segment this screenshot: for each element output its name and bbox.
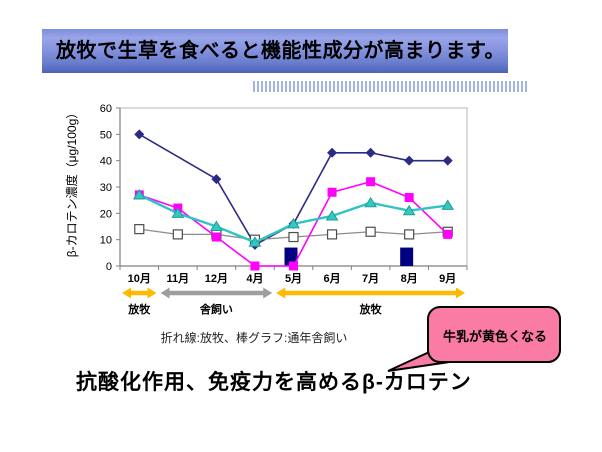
y-tick-label: 40: [100, 156, 112, 168]
title-banner: 放牧で生草を食べると機能性成分が高まります。: [42, 29, 508, 73]
marker-open-square: [172, 229, 183, 240]
marker-square: [289, 261, 298, 271]
marker-square: [211, 232, 221, 242]
marker-triangle: [171, 207, 185, 218]
chart-caption: 折れ線:放牧、棒グラフ:通年舎飼い: [160, 331, 348, 345]
marker-open-square: [288, 231, 299, 243]
x-category-label: 11月: [167, 272, 190, 285]
y-tick-label: 30: [100, 182, 112, 194]
marker-diamond: [365, 147, 376, 158]
period-arrow: [122, 287, 157, 299]
period-label: 放牧: [359, 302, 383, 316]
x-category-label: 12月: [205, 272, 228, 285]
period-label: 放牧: [127, 302, 151, 316]
period-arrow: [160, 287, 273, 299]
x-category-label: 9月: [439, 272, 456, 285]
callout-text: 牛乳が黄色くなる: [442, 329, 547, 344]
marker-triangle: [287, 217, 300, 229]
marker-triangle: [325, 210, 339, 221]
x-category-label: 4月: [246, 272, 263, 285]
marker-open-square: [365, 226, 376, 237]
marker-diamond: [327, 147, 338, 158]
y-tick-label: 10: [100, 235, 112, 247]
marker-triangle: [248, 236, 262, 247]
marker-square: [404, 193, 414, 203]
marker-triangle: [364, 196, 378, 208]
decorative-dotted-strip: [253, 81, 527, 92]
marker-triangle: [402, 204, 416, 216]
y-tick-label: 20: [100, 208, 112, 220]
marker-square: [366, 177, 376, 187]
plot-border: [119, 107, 468, 267]
marker-open-square: [326, 229, 338, 240]
period-arrow: [276, 287, 465, 299]
bar-bar-year-round-housed: [400, 247, 414, 266]
x-category-label: 5月: [285, 272, 302, 285]
marker-diamond: [404, 155, 415, 166]
period-label: 舎飼い: [200, 302, 233, 316]
marker-diamond: [134, 129, 145, 140]
y-tick-label: 60: [100, 103, 112, 115]
marker-diamond: [211, 174, 222, 185]
bottom-heading: 抗酸化作用、免疫力を高めるβ-カロテン: [76, 371, 472, 394]
marker-triangle: [132, 188, 146, 200]
title-text: 放牧で生草を食べると機能性成分が高まります。: [56, 40, 505, 62]
marker-triangle: [209, 220, 223, 231]
marker-diamond: [442, 155, 453, 166]
y-tick-label: 0: [106, 261, 112, 273]
x-category-label: 10月: [128, 272, 151, 285]
y-tick-label: 50: [100, 129, 112, 141]
marker-triangle: [441, 199, 455, 210]
marker-square: [250, 261, 260, 271]
x-category-label: 6月: [323, 272, 340, 285]
marker-square: [327, 187, 337, 197]
callout-bubble: [427, 306, 561, 363]
marker-open-square: [404, 229, 415, 240]
marker-square: [443, 229, 453, 239]
x-category-label: 7月: [362, 272, 379, 285]
x-category-label: 8月: [401, 272, 418, 285]
bar-bar-year-round-housed: [284, 247, 298, 266]
series-line-line-diamond-grazing: [138, 133, 448, 247]
marker-open-square: [134, 224, 145, 235]
